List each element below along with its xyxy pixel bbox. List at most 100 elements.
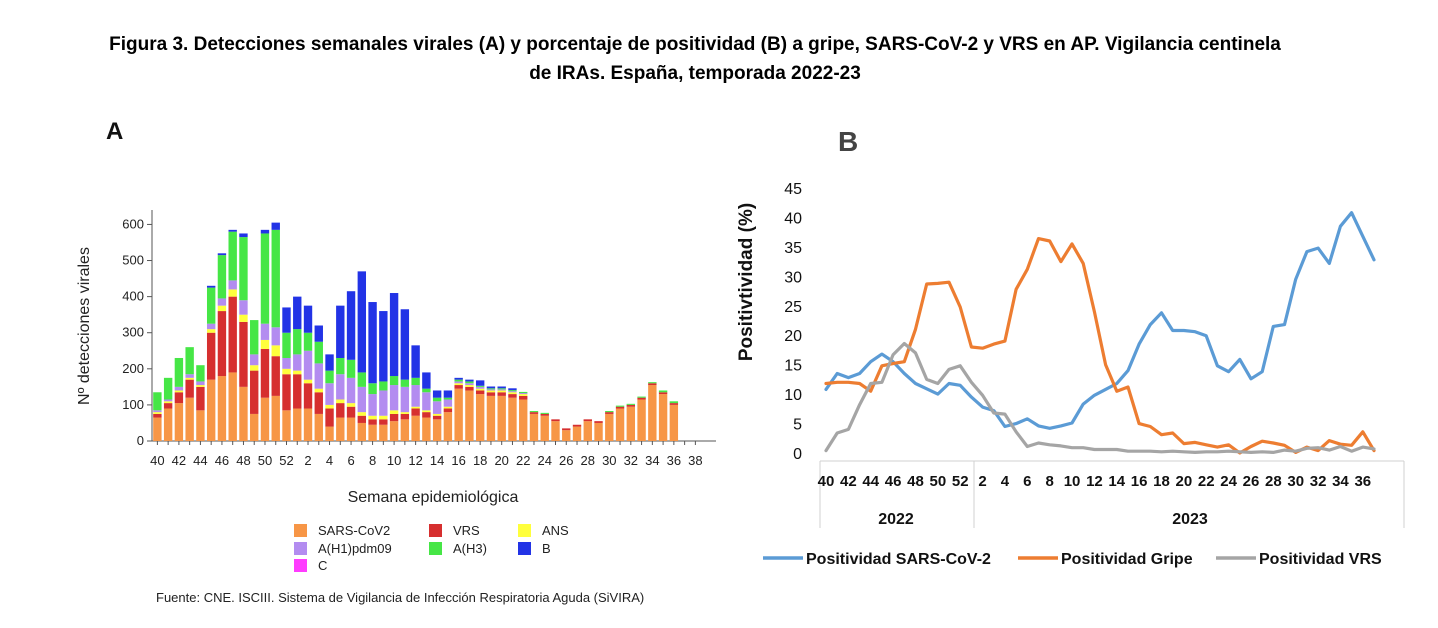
panel-a-bar-segment xyxy=(336,403,345,418)
panel-a-bar-segment xyxy=(303,408,313,441)
panel-a-bar-segment xyxy=(293,329,302,355)
panel-a-bar-segment xyxy=(314,325,323,342)
panel-b-x-tick-label: 50 xyxy=(929,473,946,490)
panel-a-bar-segment xyxy=(432,413,442,416)
panel-a-bar-segment xyxy=(196,365,205,382)
panel-a-x-tick-label: 4 xyxy=(326,453,333,468)
panel-a-bar-segment xyxy=(163,408,173,441)
panel-a-bar-segment xyxy=(314,363,323,389)
panel-a-bar-segment xyxy=(293,408,302,441)
panel-a-bar-segment xyxy=(271,395,280,441)
panel-a-bar-segment xyxy=(185,397,194,441)
panel-a-legend-swatch xyxy=(294,559,307,572)
panel-a-bar-segment xyxy=(206,323,216,330)
panel-b-series-line xyxy=(824,237,1376,455)
panel-a-legend-swatch xyxy=(518,542,531,555)
panel-a-bar-segment xyxy=(346,377,356,404)
panel-b-x-tick-label: 22 xyxy=(1198,473,1215,490)
panel-a-bar-segment xyxy=(465,385,474,387)
panel-a-bar-segment xyxy=(260,397,270,441)
panel-a-bar-segment xyxy=(153,392,162,411)
panel-a-y-tick-label: 200 xyxy=(122,361,144,376)
panel-a-bar-segment xyxy=(239,233,248,238)
panel-a-bar-segment xyxy=(454,383,463,386)
panel-a-bar-segment xyxy=(637,399,646,441)
panel-a-bar-segment xyxy=(626,406,636,441)
panel-a-bar-segment xyxy=(357,386,367,413)
panel-b-legend-label: Positividad VRS xyxy=(1259,551,1382,568)
panel-b-x-tick-label: 28 xyxy=(1265,473,1282,490)
panel-a-bar-segment xyxy=(239,237,248,301)
panel-b-y-tick-label: 20 xyxy=(784,328,802,345)
panel-a-bar-segment xyxy=(422,412,431,418)
panel-a-y-tick-label: 300 xyxy=(122,325,144,340)
panel-a-bar-segment xyxy=(174,386,184,391)
panel-a-bar-segment xyxy=(379,311,388,382)
panel-a-bar-segment xyxy=(206,287,216,324)
panel-a-bar-segment xyxy=(228,229,237,232)
panel-a-bar-segment xyxy=(529,411,539,413)
panel-a-bar-segment xyxy=(422,392,431,411)
panel-a-bar-segment xyxy=(228,231,237,281)
panel-a-bar-segment xyxy=(658,394,668,441)
panel-b-y-tick-label: 0 xyxy=(793,446,802,463)
panel-a-y-tick-label: 500 xyxy=(122,253,144,268)
panel-a-bar-segment xyxy=(411,385,420,407)
panel-a-bar-segment xyxy=(583,421,592,441)
panel-a-x-tick-label: 52 xyxy=(279,453,293,468)
panel-a-bar-segment xyxy=(153,410,162,413)
panel-a-bar-segment xyxy=(336,399,345,404)
panel-a-x-tick-label: 34 xyxy=(645,453,659,468)
panel-a-x-tick-label: 2 xyxy=(304,453,311,468)
panel-b-y-tick-label: 15 xyxy=(784,358,802,375)
panel-a-bar-segment xyxy=(551,419,560,422)
panel-a-bar-segment xyxy=(540,413,549,416)
panel-a-bar-segment xyxy=(357,415,367,423)
panel-a-bar-segment xyxy=(400,379,410,387)
panel-a-bar-segment xyxy=(163,401,173,404)
panel-a-bar-segment xyxy=(271,356,280,396)
panel-a-bar-segment xyxy=(379,424,388,441)
panel-a-bar-segment xyxy=(250,370,259,414)
panel-a-bar-segment xyxy=(217,311,227,377)
panel-a-bar-segment xyxy=(314,392,323,414)
panel-a-bar-segment xyxy=(282,410,291,441)
panel-b-x-tick-label: 4 xyxy=(1001,473,1010,490)
panel-a-bar-segment xyxy=(615,408,625,441)
panel-a-bar-segment xyxy=(357,422,367,441)
panel-a-x-tick-label: 20 xyxy=(494,453,508,468)
panel-a-bar-segment xyxy=(206,329,216,333)
panel-b-legend-label: Positividad Gripe xyxy=(1061,551,1193,568)
panel-a-bar-segment xyxy=(422,388,431,393)
panel-b-y-tick-label: 30 xyxy=(784,269,802,286)
panel-a-bar-segment xyxy=(217,305,227,312)
panel-a-bar-segment xyxy=(379,415,388,420)
panel-a-bar-segment xyxy=(250,354,259,366)
panel-a-bar-segment xyxy=(432,415,442,420)
panel-a-y-tick-label: 400 xyxy=(122,289,144,304)
panel-a-bar-segment xyxy=(196,386,205,411)
panel-a-bar-segment xyxy=(400,386,410,413)
panel-a-bar-segment xyxy=(196,381,205,386)
panel-a-bar-segment xyxy=(206,285,216,288)
panel-a-bar-segment xyxy=(346,359,356,378)
panel-a-bar-segment xyxy=(508,397,517,441)
panel-b-x-tick-label: 44 xyxy=(862,473,879,490)
panel-a-bar-segment xyxy=(540,415,549,441)
panel-a-bar-segment xyxy=(368,302,377,384)
panel-a-bar-segment xyxy=(519,393,528,395)
panel-a-bar-segment xyxy=(303,350,313,380)
panel-a-bar-segment xyxy=(336,305,345,358)
panel-a-bar-segment xyxy=(658,392,668,395)
panel-a-bar-segment xyxy=(422,372,431,389)
panel-a-bar-segment xyxy=(325,370,334,384)
panel-a-y-axis-title: Nº detecciones virales xyxy=(76,247,93,405)
panel-a-bar-segment xyxy=(303,383,313,409)
panel-a-bar-segment xyxy=(250,365,259,371)
panel-a-bar-segment xyxy=(303,379,313,384)
panel-a-bar-segment xyxy=(486,390,496,393)
panel-b-x-tick-label: 46 xyxy=(885,473,902,490)
panel-b-x-tick-label: 16 xyxy=(1131,473,1148,490)
panel-a-bar-segment xyxy=(271,229,280,328)
